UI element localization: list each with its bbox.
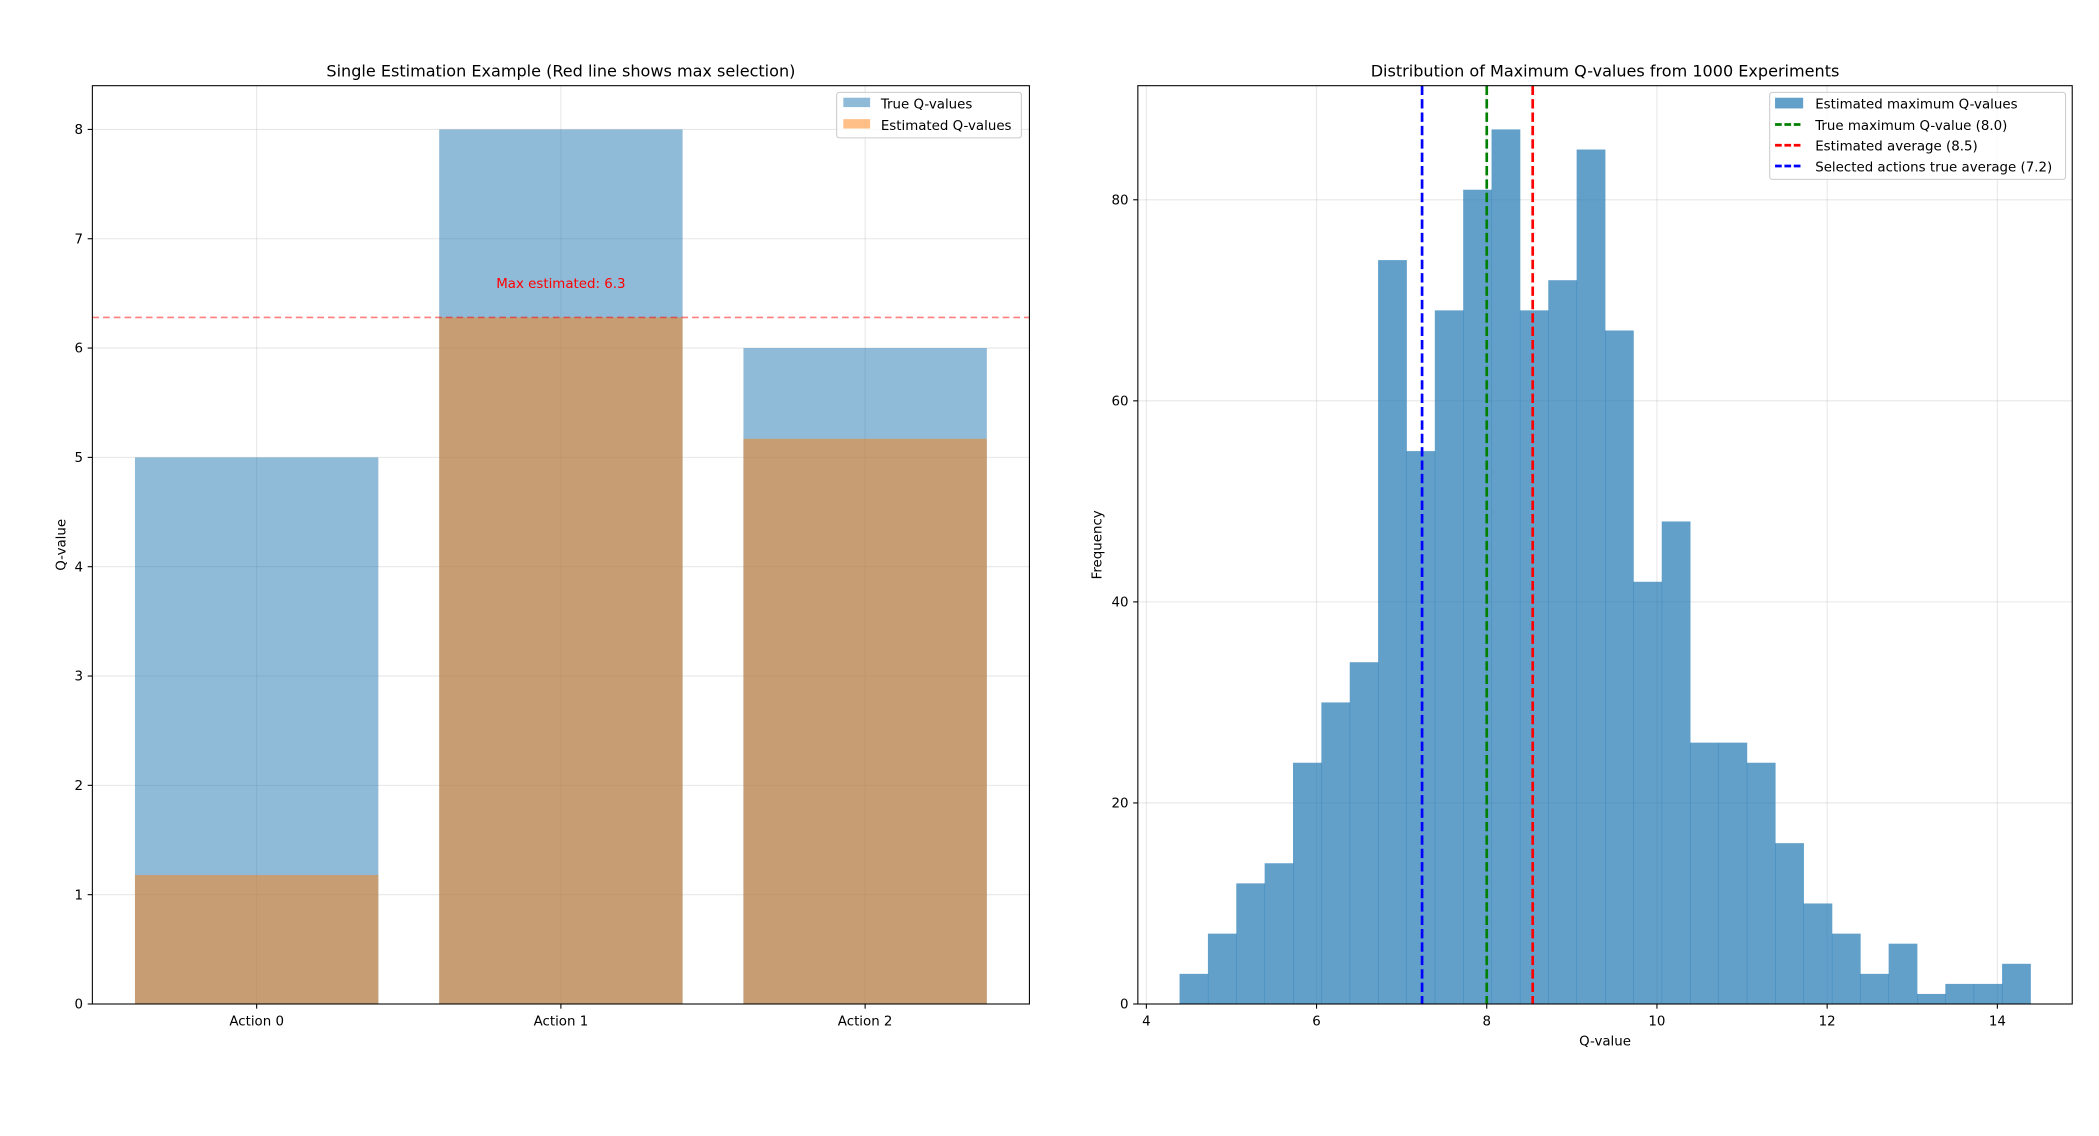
histogram-bar xyxy=(1491,129,1521,1004)
histogram-bar xyxy=(1207,933,1237,1004)
x-tick-label: 12 xyxy=(1819,1014,1836,1029)
histogram-bar xyxy=(1548,280,1578,1004)
histogram-bar xyxy=(1633,581,1663,1004)
histogram-bar xyxy=(1236,883,1266,1004)
x-tick-label: 14 xyxy=(1989,1014,2006,1029)
axes-frame xyxy=(1137,85,2073,1005)
legend-label: Estimated maximum Q-values xyxy=(1815,97,2017,112)
histogram-bar xyxy=(1945,983,1975,1004)
histogram-bar xyxy=(1321,702,1351,1004)
left-chart-title: Single Estimation Example (Red line show… xyxy=(326,61,795,80)
legend-label: True Q-values xyxy=(880,97,973,112)
y-tick-label: 80 xyxy=(1111,193,1128,208)
histogram-bar xyxy=(1519,310,1549,1004)
x-tick-label: Action 1 xyxy=(534,1014,589,1029)
x-tick-label: Action 0 xyxy=(229,1014,284,1029)
histogram-bar xyxy=(1576,149,1606,1004)
histogram-bar xyxy=(1973,983,2003,1004)
histogram-bar xyxy=(1378,260,1407,1004)
y-tick-label: 8 xyxy=(74,123,83,138)
x-tick-label: 4 xyxy=(1142,1014,1151,1029)
histogram-bar xyxy=(2002,963,2031,1004)
left-chart-ylabel: Q-value xyxy=(55,519,70,571)
left-chart: Single Estimation Example (Red line show… xyxy=(55,61,1030,1029)
y-tick-label: 0 xyxy=(1120,998,1129,1013)
histogram-bar xyxy=(1746,762,1776,1004)
y-tick-label: 60 xyxy=(1111,395,1128,410)
right-chart: Distribution of Maximum Q-values from 10… xyxy=(1091,61,2073,1049)
bar-estimated-q-values xyxy=(134,874,379,1004)
histogram-bar xyxy=(1718,742,1748,1004)
y-tick-label: 2 xyxy=(74,779,83,794)
histogram-bar xyxy=(1293,762,1322,1004)
right-chart-ylabel: Frequency xyxy=(1091,510,1106,579)
histogram-bar xyxy=(1434,310,1464,1004)
histogram-bar xyxy=(1860,973,1890,1004)
right-chart-xlabel: Q-value xyxy=(1579,1034,1631,1049)
right-chart-title: Distribution of Maximum Q-values from 10… xyxy=(1371,61,1840,80)
x-tick-label: Action 2 xyxy=(838,1014,893,1029)
histogram-bar xyxy=(1916,993,1946,1004)
histogram-bar xyxy=(1888,943,1918,1004)
legend: True Q-values Estimated Q-values xyxy=(836,91,1022,139)
legend: Estimated maximum Q-values True maximum Q… xyxy=(1769,91,2067,180)
histogram-bar xyxy=(1179,973,1209,1004)
x-tick-label: 6 xyxy=(1312,1014,1321,1029)
histogram-bar xyxy=(1775,843,1804,1004)
x-tick-label: 8 xyxy=(1482,1014,1491,1029)
legend-label: Selected actions true average (7.2) xyxy=(1815,160,2052,175)
max-estimate-annotation: Max estimated: 6.3 xyxy=(496,277,625,292)
y-tick-label: 20 xyxy=(1111,797,1128,812)
y-tick-label: 4 xyxy=(74,560,83,575)
legend-swatch xyxy=(843,97,871,108)
histogram-bar xyxy=(1661,521,1691,1004)
y-tick-label: 6 xyxy=(74,342,83,357)
histogram-bar xyxy=(1831,933,1861,1004)
histogram-bar xyxy=(1604,330,1634,1004)
bar-estimated-q-values xyxy=(743,438,987,1004)
y-tick-label: 1 xyxy=(74,888,83,903)
histogram-bar xyxy=(1690,742,1719,1004)
histogram-bar xyxy=(1349,662,1379,1004)
y-tick-label: 0 xyxy=(74,998,83,1013)
y-tick-label: 5 xyxy=(74,451,83,466)
y-tick-label: 7 xyxy=(74,232,83,247)
histogram-bar xyxy=(1264,863,1294,1004)
histogram-bar xyxy=(1803,903,1833,1004)
legend-label: True maximum Q-value (8.0) xyxy=(1814,119,2007,134)
legend-swatch xyxy=(843,119,871,129)
axes-frame xyxy=(91,85,1030,1005)
legend-box xyxy=(1769,91,2067,180)
legend-box xyxy=(836,91,1022,139)
legend-label: Estimated Q-values xyxy=(881,119,1012,134)
bar-estimated-q-values xyxy=(439,317,683,1004)
x-tick-label: 10 xyxy=(1648,1014,1665,1029)
y-tick-label: 3 xyxy=(74,670,83,685)
y-tick-label: 40 xyxy=(1111,596,1128,611)
legend-swatch xyxy=(1775,97,1804,109)
legend-label: Estimated average (8.5) xyxy=(1815,140,1978,155)
